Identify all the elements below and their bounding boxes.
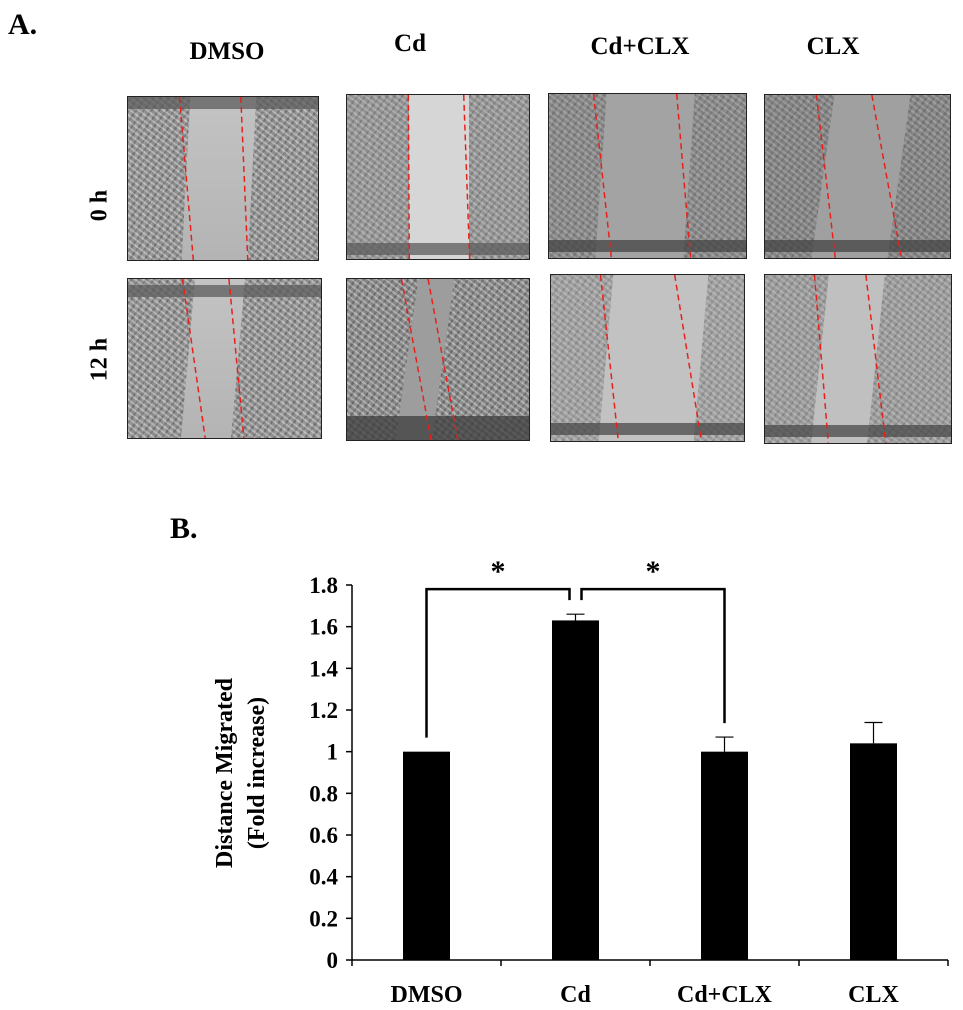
micrograph-dmso-0h: [127, 96, 319, 261]
y-tick-label: 0: [327, 948, 339, 973]
panel-a-letter: A.: [8, 8, 38, 41]
column-header-dmso: DMSO: [189, 38, 265, 65]
micrograph-clx-12h: [764, 274, 952, 444]
y-axis-label-line: (Fold increase): [244, 697, 270, 849]
micrograph-cd-12h: [346, 278, 530, 441]
y-axis-label: Distance Migrated (Fold increase): [212, 677, 270, 868]
micrograph-cd-clx-0h: [548, 93, 747, 259]
y-tick-label: 0.8: [309, 781, 338, 806]
y-tick-label: 0.4: [309, 865, 338, 890]
x-tick-label: Cd+CLX: [677, 982, 773, 1008]
micrograph-cd-0h: [346, 94, 530, 260]
micrograph-dmso-12h: [127, 278, 322, 439]
significance-bracket: [425, 587, 571, 738]
micrograph-clx-0h: [764, 94, 951, 259]
y-tick-label: 1.4: [309, 656, 338, 681]
y-tick-label: 0.2: [309, 906, 338, 931]
bar: [701, 751, 748, 960]
y-tick-label: 1.2: [309, 698, 338, 723]
significance-star: *: [491, 555, 506, 588]
micrograph-cd-clx-12h: [550, 274, 745, 442]
bar: [552, 620, 599, 960]
column-header-cd-clx: Cd+CLX: [590, 33, 690, 60]
column-header-clx: CLX: [806, 33, 860, 60]
y-axis-label-line: Distance Migrated: [212, 677, 238, 868]
bar: [403, 751, 450, 960]
y-tick-label: 1: [327, 740, 339, 765]
x-tick-label: DMSO: [391, 982, 463, 1008]
significance-star: *: [646, 555, 661, 588]
bar: [850, 743, 897, 960]
x-tick-label: Cd: [560, 982, 591, 1008]
column-header-cd: Cd: [394, 30, 426, 57]
significance-bracket: [580, 587, 726, 724]
y-tick-label: 1.6: [309, 615, 338, 640]
x-tick-label: CLX: [848, 982, 899, 1008]
y-tick-label: 0.6: [309, 823, 338, 848]
y-tick-label: 1.8: [309, 573, 338, 598]
panel-b-letter: B.: [170, 512, 198, 545]
